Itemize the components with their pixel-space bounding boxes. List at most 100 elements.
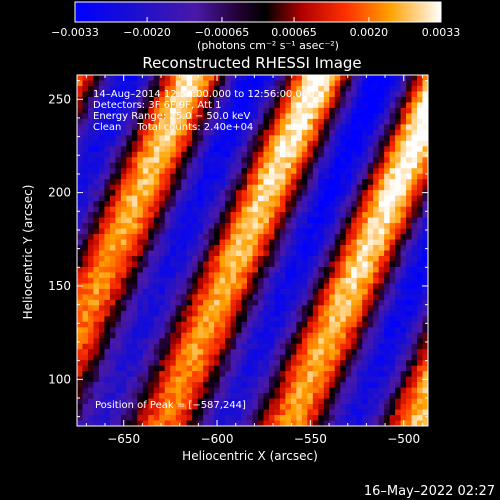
heatmap-cell (274, 349, 281, 356)
heatmap-cell (104, 135, 111, 142)
heatmap-cell (247, 288, 254, 295)
heatmap-cell (356, 382, 363, 389)
heatmap-cell (230, 195, 237, 202)
heatmap-cell (252, 409, 259, 416)
heatmap-cell (164, 80, 171, 87)
heatmap-cell (197, 266, 204, 274)
heatmap-cell (323, 294, 330, 301)
heatmap-cell (236, 168, 243, 175)
heatmap-cell (230, 146, 237, 153)
heatmap-cell (252, 343, 259, 350)
heatmap-cell (290, 129, 297, 136)
heatmap-cell (296, 310, 303, 317)
heatmap-cell (236, 157, 243, 164)
heatmap-cell (290, 239, 297, 246)
heatmap-cell (87, 75, 95, 82)
heatmap-cell (312, 288, 319, 295)
heatmap-cell (82, 212, 89, 219)
heatmap-cell (192, 201, 199, 208)
heatmap-cell (137, 228, 144, 235)
heatmap-cell (82, 261, 89, 268)
heatmap-cell (279, 327, 286, 334)
heatmap-cell (285, 151, 292, 158)
heatmap-cell (329, 129, 336, 136)
heatmap-cell (362, 179, 369, 186)
heatmap-cell (219, 365, 226, 372)
heatmap-cell (279, 393, 286, 400)
heatmap-cell (340, 234, 347, 241)
heatmap-cell (285, 415, 292, 422)
heatmap-cell (148, 316, 155, 323)
heatmap-cell (192, 75, 199, 82)
heatmap-cell (307, 338, 314, 345)
heatmap-cell (384, 190, 391, 197)
heatmap-cell (345, 201, 352, 208)
heatmap-cell (274, 102, 281, 109)
heatmap-cell (257, 250, 265, 257)
heatmap-cell (400, 85, 407, 93)
heatmap-cell (257, 75, 265, 82)
heatmap-cell (137, 360, 144, 367)
heatmap-cell (307, 173, 314, 180)
heatmap-cell (77, 162, 84, 169)
heatmap-cell (137, 96, 144, 104)
heatmap-cell (351, 157, 358, 164)
heatmap-cell (252, 85, 259, 93)
heatmap-cell (104, 310, 111, 317)
heatmap-cell (87, 223, 95, 230)
heatmap-cell (159, 173, 166, 180)
heatmap-cell (395, 173, 402, 180)
heatmap-cell (307, 393, 314, 400)
heatmap-cell (290, 415, 297, 422)
heatmap-cell (417, 173, 424, 180)
heatmap-cell (126, 376, 133, 383)
heatmap-cell (137, 365, 144, 372)
heatmap-cell (126, 146, 133, 153)
heatmap-cell (170, 91, 177, 98)
heatmap-cell (82, 349, 89, 356)
heatmap-cell (159, 349, 166, 356)
heatmap-cell (351, 338, 358, 345)
heatmap-cell (406, 75, 413, 82)
heatmap-cell (192, 316, 199, 323)
heatmap-cell (263, 255, 270, 263)
heatmap-cell (148, 91, 155, 98)
heatmap-cell (175, 343, 182, 350)
heatmap-cell (153, 168, 160, 175)
heatmap-cell (417, 107, 424, 114)
heatmap-cell (93, 398, 100, 405)
heatmap-cell (257, 195, 265, 202)
heatmap-cell (274, 223, 281, 230)
heatmap-cell (247, 261, 254, 268)
heatmap-cell (109, 234, 116, 241)
heatmap-cell (422, 96, 428, 104)
heatmap-cell (334, 140, 341, 147)
heatmap-cell (159, 250, 166, 257)
heatmap-cell (274, 327, 281, 334)
heatmap-cell (307, 201, 314, 208)
heatmap-cell (82, 118, 89, 125)
heatmap-cell (137, 354, 144, 361)
heatmap-cell (236, 365, 243, 372)
heatmap-cell (142, 398, 149, 405)
heatmap-cell (93, 349, 100, 356)
heatmap-cell (208, 206, 215, 213)
heatmap-cell (307, 102, 314, 109)
heatmap-cell (373, 349, 380, 356)
heatmap-cell (82, 190, 89, 197)
heatmap-cell (120, 107, 127, 114)
heatmap-cell (241, 393, 248, 400)
heatmap-cell (186, 305, 193, 312)
heatmap-cell (301, 129, 308, 136)
heatmap-cell (230, 415, 237, 422)
heatmap-cell (307, 124, 314, 131)
heatmap-cell (351, 118, 358, 125)
heatmap-cell (340, 288, 347, 295)
heatmap-cell (164, 75, 171, 82)
heatmap-cell (230, 420, 237, 426)
heatmap-cell (159, 102, 166, 109)
heatmap-cell (285, 118, 292, 125)
heatmap-cell (164, 310, 171, 317)
heatmap-cell (290, 404, 297, 411)
heatmap-cell (312, 146, 319, 153)
